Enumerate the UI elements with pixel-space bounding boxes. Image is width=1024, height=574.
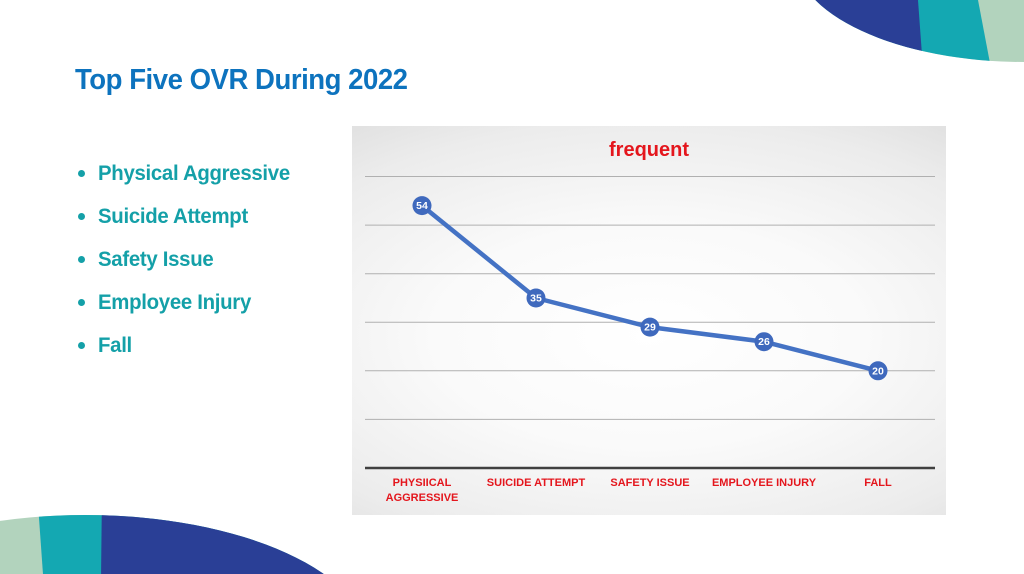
- data-point-value: 26: [758, 336, 770, 348]
- data-point-marker: [868, 361, 888, 381]
- bullet-dot-icon: [78, 299, 85, 306]
- x-axis-category-label: EMPLOYEE INJURY: [711, 477, 817, 489]
- bullet-dot-icon: [78, 170, 85, 177]
- bullet-list: Physical Aggressive Suicide Attempt Safe…: [78, 152, 296, 367]
- bullet-label: Employee Injury: [98, 290, 251, 314]
- fan-slice-pale-green: [0, 515, 370, 574]
- x-axis-category-label: SAFETY ISSUE: [610, 477, 690, 489]
- list-item: Suicide Attempt: [78, 195, 296, 238]
- data-point-value: 29: [644, 322, 656, 334]
- data-line: [419, 203, 881, 374]
- bullet-label: Safety Issue: [98, 247, 214, 271]
- data-point-marker: [526, 288, 546, 308]
- x-axis-labels: PHYSIICAL AGGRESSIVE SUICIDE ATTEMPT SAFET…: [352, 476, 946, 512]
- frequency-line-chart: frequent 54 35 29 26 20 PHYSIICAL AGGRESSIVE…: [352, 126, 946, 515]
- chart-title: frequent: [609, 139, 689, 161]
- fan-slice-teal: [794, 0, 1003, 62]
- data-point-value: 20: [872, 365, 884, 377]
- list-item: Fall: [78, 324, 296, 367]
- bullet-dot-icon: [78, 256, 85, 263]
- corner-fan-bottom-left-decoration: [0, 515, 370, 574]
- list-item: Physical Aggressive: [78, 152, 296, 195]
- data-point-marker: [754, 332, 774, 352]
- slide-title: Top Five OVR During 2022: [75, 64, 408, 96]
- x-axis-category-label: SUICIDE ATTEMPT: [486, 477, 586, 489]
- bullet-dot-icon: [78, 213, 85, 220]
- bullet-label: Suicide Attempt: [98, 204, 248, 228]
- data-point-value: 54: [416, 200, 428, 212]
- fan-slice-dark-blue: [101, 515, 370, 574]
- data-point-marker: [412, 196, 432, 216]
- x-axis-category-label: FALL: [864, 477, 892, 489]
- fan-slice-dark-blue: [794, 0, 928, 62]
- bullet-label: Fall: [98, 333, 132, 357]
- fan-slice-teal: [37, 515, 370, 574]
- corner-fan-top-right-decoration: [794, 0, 1024, 62]
- x-axis-category-label: PHYSIICAL AGGRESSIVE: [385, 477, 459, 504]
- data-point-marker: [640, 317, 660, 337]
- bullet-label: Physical Aggressive: [98, 161, 290, 185]
- bullet-dot-icon: [78, 342, 85, 349]
- list-item: Employee Injury: [78, 281, 296, 324]
- list-item: Safety Issue: [78, 238, 296, 281]
- chart-plot-area: 54 35 29 26 20: [365, 176, 935, 470]
- data-point-value: 35: [530, 293, 542, 305]
- fan-slice-pale-green: [794, 0, 1024, 62]
